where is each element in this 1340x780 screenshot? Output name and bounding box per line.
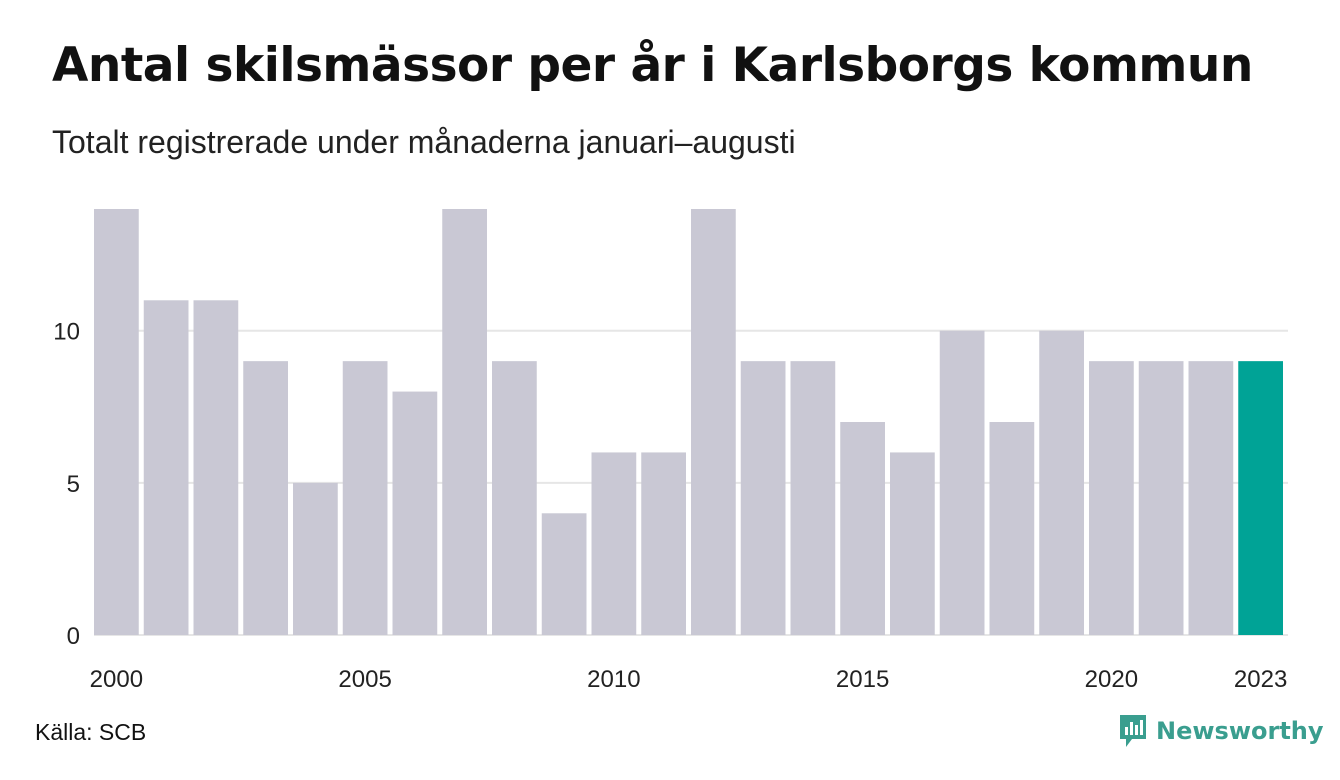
bar-2014 — [790, 361, 836, 635]
bar-2018 — [989, 422, 1035, 635]
x-tick-label: 2010 — [587, 666, 640, 693]
bar-2008 — [492, 361, 537, 635]
bar-2020 — [1089, 361, 1134, 635]
bar-2012 — [691, 209, 736, 635]
bar-2022 — [1188, 361, 1234, 635]
x-tick-label: 2023 — [1234, 666, 1287, 693]
chart-subtitle: Totalt registrerade under månaderna janu… — [52, 124, 796, 160]
source-label: Källa: SCB — [35, 719, 147, 745]
bar-2003 — [243, 361, 288, 635]
bar-2005 — [342, 361, 388, 635]
y-tick-label: 5 — [67, 471, 80, 498]
bar-2004 — [293, 482, 338, 635]
bar-2001 — [143, 300, 189, 635]
y-tick-label: 0 — [67, 623, 80, 650]
newsworthy-logo: Newsworthy — [1118, 713, 1324, 749]
bar-2010 — [591, 452, 637, 635]
x-tick-label: 2015 — [836, 666, 889, 693]
bar-2023 — [1238, 361, 1283, 635]
bar-2013 — [740, 361, 786, 635]
bar-2009 — [541, 513, 587, 635]
bar-2000 — [94, 209, 139, 635]
newsworthy-logo-text: Newsworthy — [1156, 717, 1324, 745]
x-tick-label: 2005 — [338, 666, 391, 693]
bar-2011 — [641, 452, 686, 635]
x-axis-ticks: 2000 2005 2010 2015 2020 2023 — [90, 666, 1288, 693]
x-tick-label: 2000 — [90, 666, 143, 693]
bar-2021 — [1138, 361, 1184, 635]
newsworthy-logo-icon — [1120, 715, 1146, 747]
y-axis-ticks: 0 5 10 — [53, 319, 80, 650]
bar-2015 — [840, 422, 885, 635]
bar-2006 — [392, 391, 438, 635]
chart-title: Antal skilsmässor per år i Karlsborgs ko… — [52, 38, 1253, 93]
bar-2007 — [442, 209, 487, 635]
bar-2019 — [1039, 330, 1084, 635]
bars — [94, 209, 1283, 635]
bar-2016 — [890, 452, 935, 635]
y-tick-label: 10 — [53, 319, 80, 346]
x-tick-label: 2020 — [1085, 666, 1138, 693]
bar-2002 — [193, 300, 239, 635]
bar-2017 — [939, 330, 985, 635]
